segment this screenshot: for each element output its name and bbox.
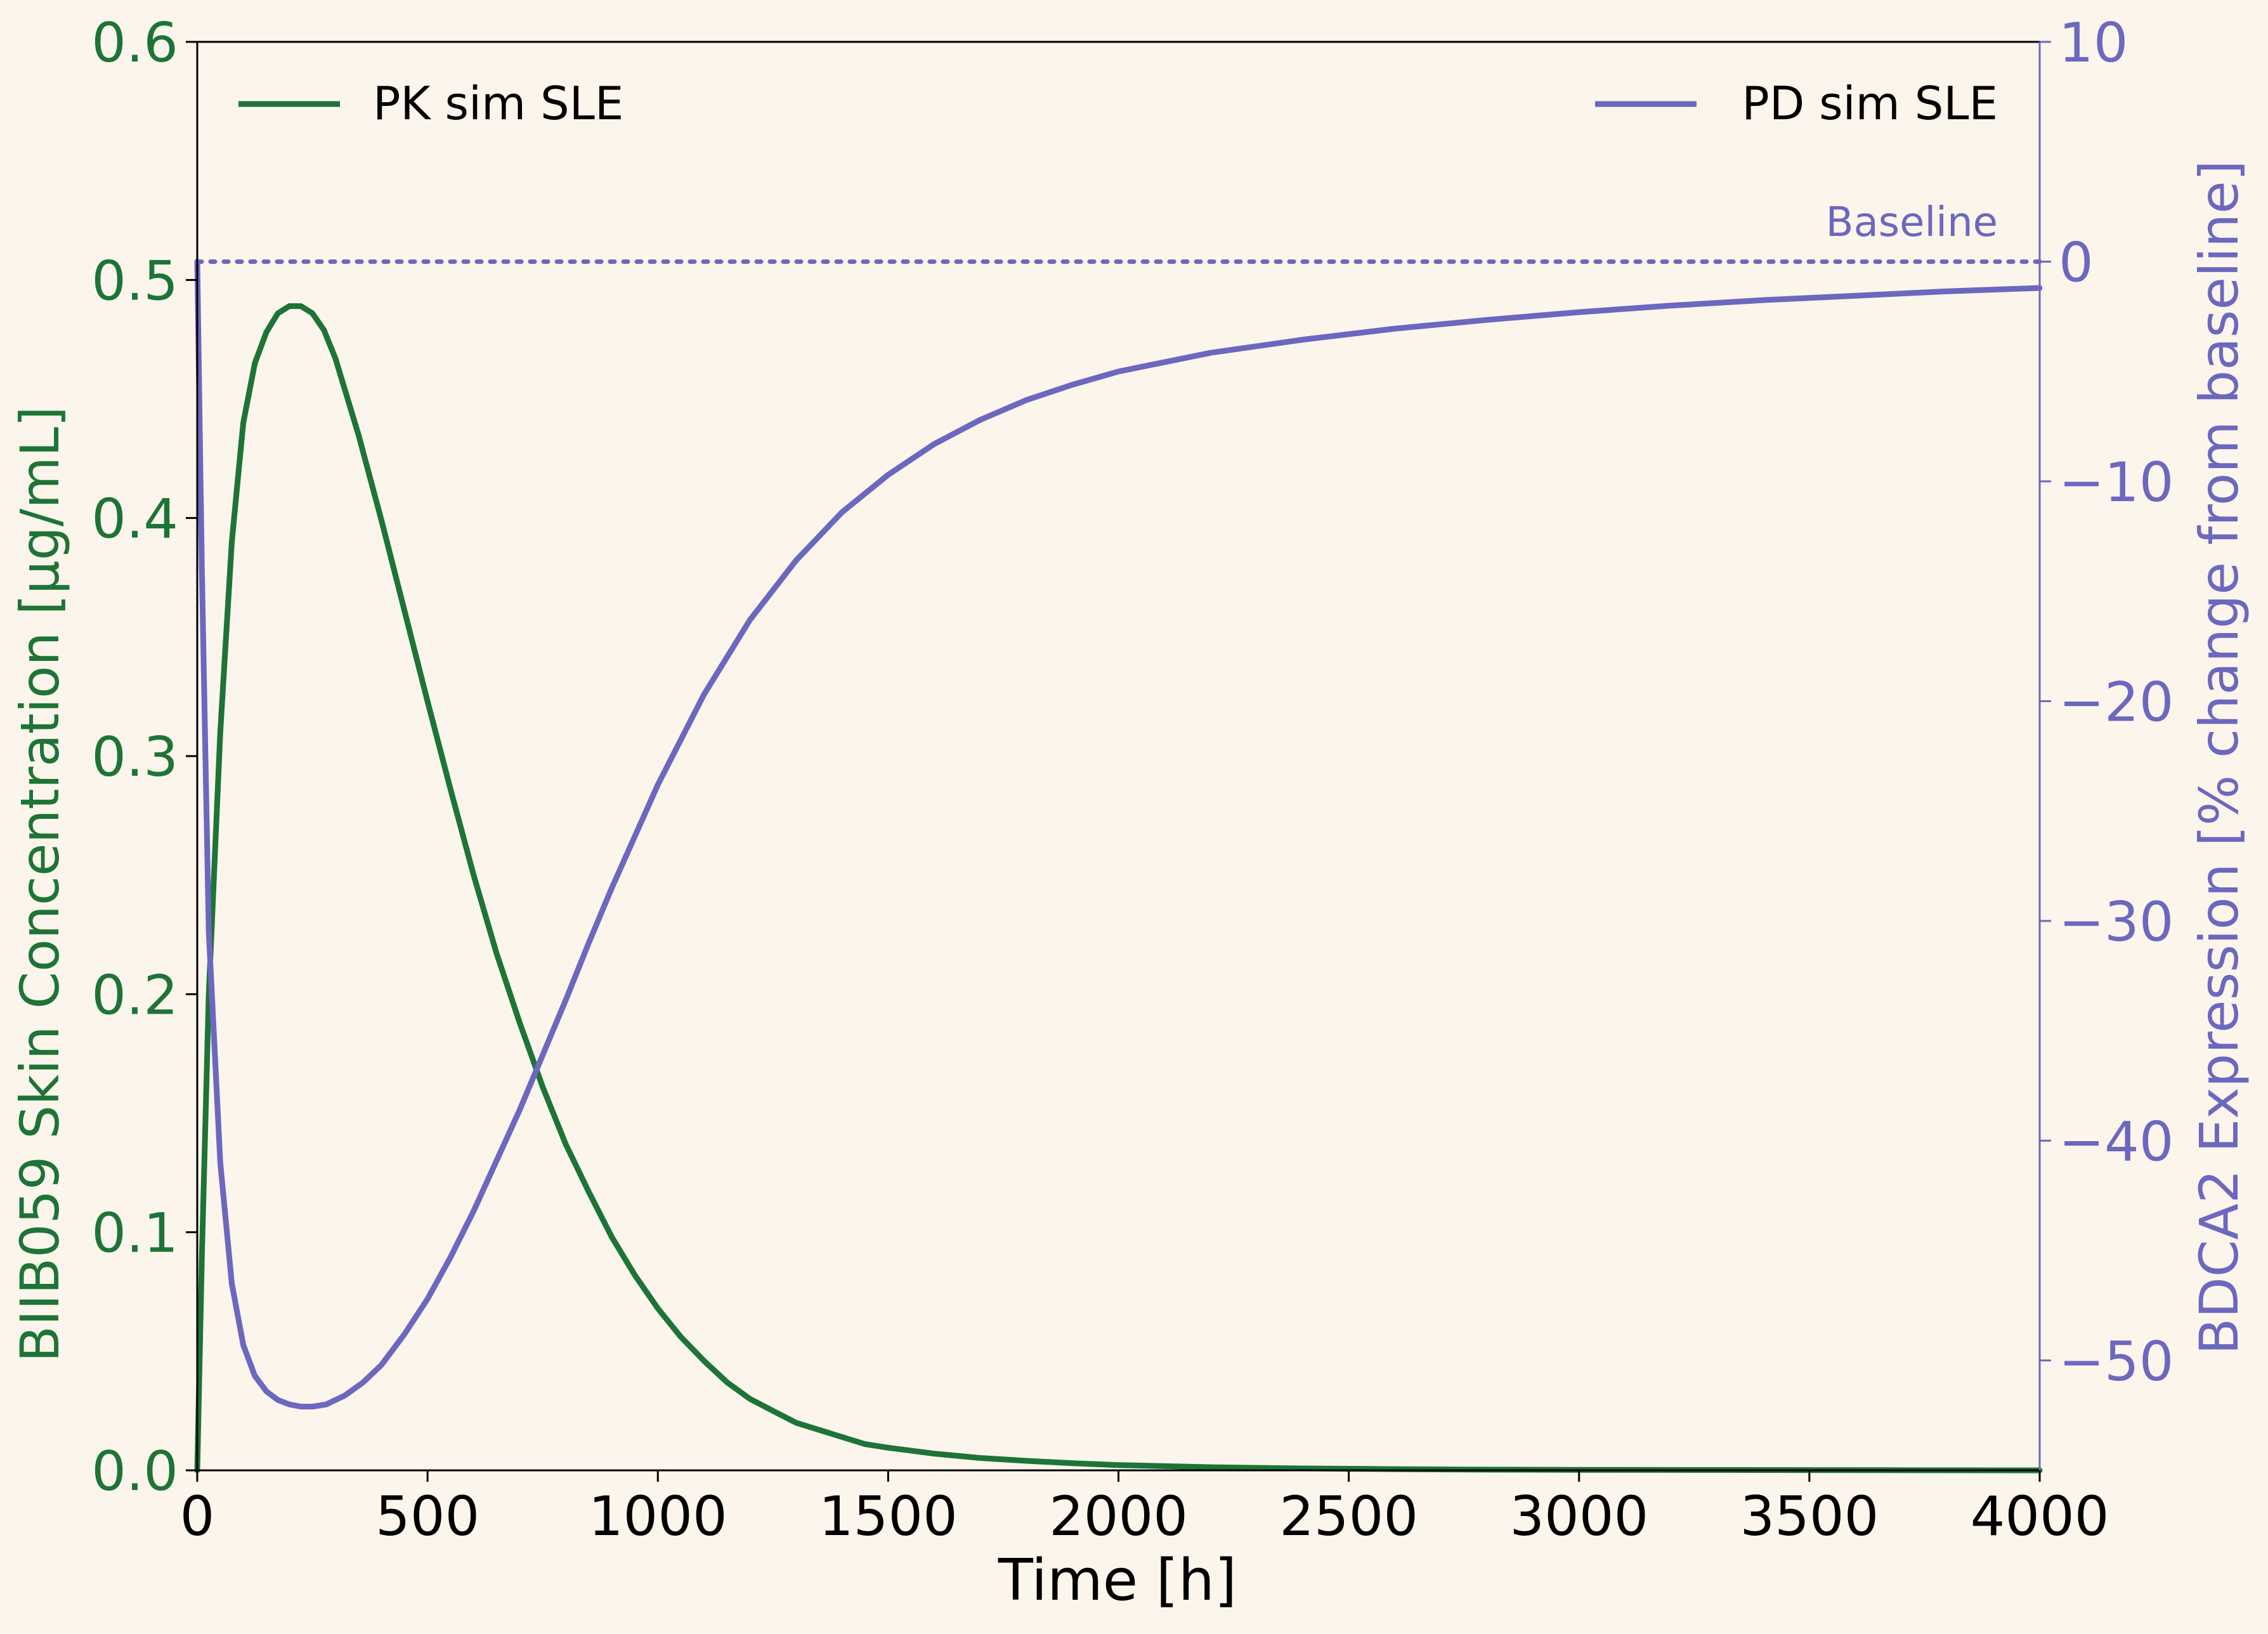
- y-right-tick-label: 10: [2059, 11, 2128, 75]
- x-tick-label: 0: [180, 1485, 215, 1548]
- x-axis-label: Time [h]: [998, 1547, 1237, 1614]
- y-left-tick-label: 0.5: [91, 249, 178, 313]
- legend-pd-label: PD sim SLE: [1742, 77, 1998, 130]
- y-right-tick-label: −10: [2059, 451, 2174, 514]
- y-right-tick-label: −50: [2059, 1330, 2174, 1394]
- y-left-tick-label: 0.4: [91, 488, 178, 551]
- y-left-tick-label: 0.2: [91, 964, 178, 1027]
- y-right-tick-label: 0: [2059, 231, 2094, 294]
- x-tick-label: 1500: [819, 1485, 958, 1548]
- axes: 0 500 1000 1500 2000 2500 3000 3500 4000 0.0 0.1 0.…: [91, 11, 2174, 1548]
- y-right-tick-label: −20: [2059, 670, 2174, 734]
- x-tick-label: 2000: [1049, 1485, 1188, 1548]
- legend-pk: PK sim SLE: [238, 77, 623, 130]
- x-tick-label: 3500: [1740, 1485, 1879, 1548]
- y-axis-left-label: BIIB059 Skin Concentration [μg/mL]: [9, 406, 71, 1362]
- x-tick-label: 1000: [589, 1485, 727, 1548]
- legend-pk-label: PK sim SLE: [373, 77, 623, 130]
- series-line-pk-sim-sle: [194, 303, 2043, 1474]
- y-left-tick-label: 0.0: [91, 1440, 178, 1503]
- y-left-tick-label: 0.6: [91, 11, 178, 75]
- y-right-tick-label: −30: [2059, 891, 2174, 954]
- x-tick-label: 500: [375, 1485, 479, 1548]
- y-left-tick-label: 0.3: [91, 726, 178, 789]
- legend-pd: PD sim SLE: [1595, 77, 1998, 130]
- baseline-label: Baseline: [1826, 199, 1998, 246]
- y-left-tick-label: 0.1: [91, 1202, 178, 1265]
- series-line-pd-sim-sle: [194, 259, 2043, 1409]
- plot-area: [194, 259, 2043, 1474]
- y-axis-right-label: BDCA2 Expression [% change from baseline…: [2188, 160, 2250, 1354]
- x-tick-label: 3000: [1509, 1485, 1648, 1548]
- x-tick-label: 4000: [1971, 1485, 2109, 1548]
- x-tick-label: 2500: [1279, 1485, 1418, 1548]
- y-right-tick-label: −40: [2059, 1110, 2174, 1173]
